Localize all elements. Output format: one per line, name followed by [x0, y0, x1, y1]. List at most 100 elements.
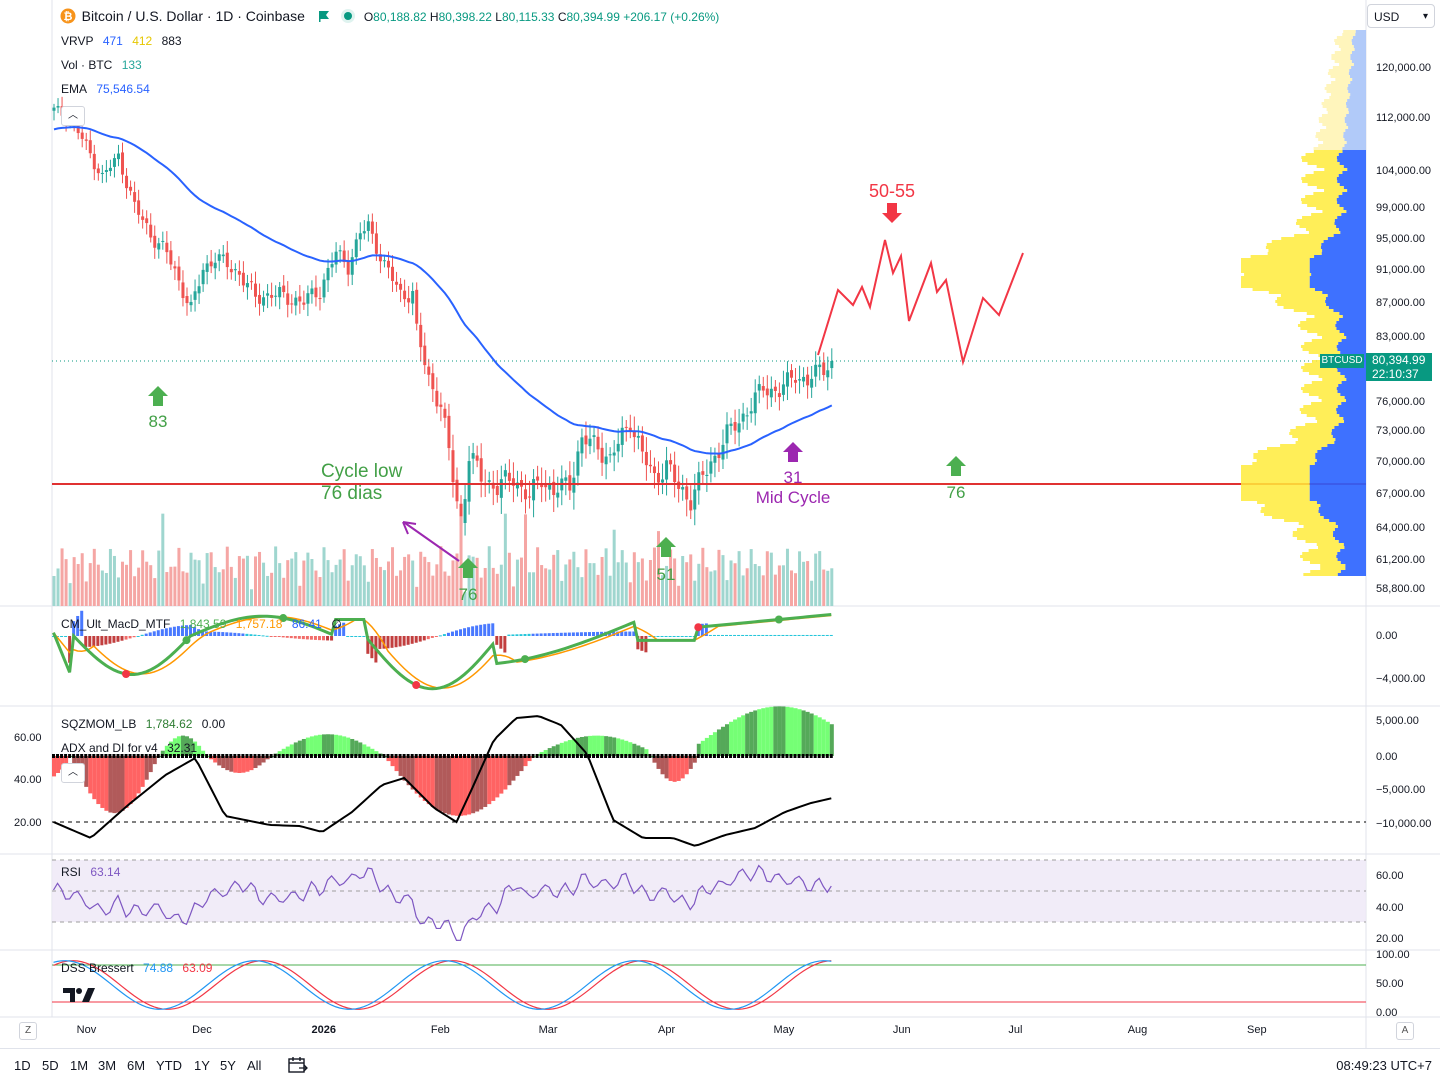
- macd-hist-bar: [322, 636, 326, 641]
- squeeze-dot: [317, 754, 321, 758]
- rsi-legend[interactable]: RSI 63.14: [61, 865, 126, 879]
- symbol-title[interactable]: Bitcoin / U.S. Dollar · 1D · Coinbase: [81, 8, 305, 24]
- symbol-header[interactable]: ₿ Bitcoin / U.S. Dollar · 1D · Coinbase …: [60, 8, 719, 27]
- candle: [431, 363, 435, 403]
- candle-body: [153, 235, 157, 248]
- range-button-1y[interactable]: 1Y: [194, 1058, 210, 1073]
- tradingview-logo[interactable]: [62, 986, 96, 1009]
- squeeze-bar: [733, 719, 738, 756]
- candle-body: [249, 281, 253, 283]
- squeeze-dot: [781, 754, 785, 758]
- squeeze-dot: [136, 754, 140, 758]
- volume-bar: [258, 551, 262, 606]
- range-button-5y[interactable]: 5Y: [220, 1058, 236, 1073]
- vrvp-bar-buy: [1309, 465, 1366, 468]
- macd-hist-bar: [338, 624, 342, 636]
- candle: [137, 189, 141, 224]
- squeeze-dot: [583, 754, 587, 758]
- squeeze-dot: [205, 754, 209, 758]
- squeeze-bar: [245, 756, 250, 772]
- macd-hist-bar: [261, 635, 265, 637]
- range-button-all[interactable]: All: [247, 1058, 262, 1073]
- flag-icon[interactable]: [317, 9, 331, 26]
- macd-hist-bar: [704, 623, 708, 636]
- squeeze-dot: [813, 754, 817, 758]
- vrvp-bar-sell: [1318, 546, 1345, 549]
- price-axis-tick: 99,000.00: [1376, 202, 1425, 214]
- candle-body: [112, 158, 116, 167]
- vrvp-bar-buy: [1351, 66, 1366, 69]
- vrvp-bar-buy: [1309, 276, 1366, 279]
- squeeze-bar: [442, 756, 447, 814]
- vrvp-bar-buy: [1323, 516, 1366, 519]
- vrvp-bar-sell: [1276, 297, 1326, 300]
- vrvp-bar-sell: [1330, 93, 1351, 96]
- collapse-sqz-legend-button[interactable]: ︿: [61, 763, 85, 783]
- macd-hist-bar: [672, 636, 676, 637]
- squeeze-bar: [144, 756, 149, 780]
- vrvp-bar-buy: [1344, 144, 1366, 147]
- squeeze-dot: [434, 754, 438, 758]
- utc-clock[interactable]: 08:49:23 UTC+7: [1336, 1058, 1432, 1073]
- candle-body: [810, 378, 814, 388]
- vrvp-bar-sell: [1338, 45, 1354, 48]
- vrvp-bar-sell: [1252, 288, 1315, 291]
- dss-legend[interactable]: DSS Bressert 74.88 63.09: [61, 961, 218, 975]
- vrvp-bar-buy: [1345, 129, 1366, 132]
- range-button-3m[interactable]: 3M: [98, 1058, 117, 1073]
- auto-scale-button[interactable]: A: [1396, 1022, 1414, 1040]
- candle: [713, 447, 717, 478]
- candle: [245, 274, 249, 300]
- squeeze-dot: [112, 754, 116, 758]
- macd-legend[interactable]: CM_Ult_MacD_MTF 1,843.59 1,757.18 86.41 …: [61, 617, 348, 631]
- calendar-icon[interactable]: [288, 1056, 308, 1079]
- vrvp-legend[interactable]: VRVP 471 412 883: [61, 34, 188, 48]
- candle-body: [92, 153, 96, 170]
- vrvp-bar-sell: [1302, 348, 1338, 351]
- candle-body: [419, 324, 423, 348]
- candle: [415, 282, 419, 331]
- squeeze-bar: [330, 734, 335, 756]
- candle-body: [657, 472, 660, 483]
- range-button-6m[interactable]: 6M: [127, 1058, 146, 1073]
- adx-legend[interactable]: ADX and DI for v4 32.31: [61, 741, 203, 755]
- volume-bar: [68, 583, 72, 606]
- candle: [568, 461, 572, 500]
- vrvp-bar-sell: [1241, 498, 1310, 501]
- candle: [399, 278, 403, 303]
- vrvp-bar-sell: [1311, 339, 1342, 342]
- zoom-z-button[interactable]: Z: [19, 1022, 37, 1040]
- candle-body: [358, 233, 362, 240]
- macd-hist-bar: [193, 626, 197, 636]
- volume-bar: [624, 562, 628, 606]
- squeeze-dot: [660, 754, 664, 758]
- squeeze-dot: [511, 754, 515, 758]
- volume-legend[interactable]: Vol · BTC 133: [61, 58, 148, 72]
- squeeze-dot: [221, 754, 225, 758]
- vrvp-bar-buy: [1333, 234, 1366, 237]
- bar-countdown: 22:10:37: [1372, 367, 1419, 381]
- currency-select[interactable]: USD ▾: [1367, 4, 1435, 28]
- annotation-76-low: 76: [459, 585, 478, 604]
- squeeze-bar: [737, 717, 742, 756]
- volume-bar: [572, 551, 576, 606]
- up-arrow-icon: [656, 537, 676, 557]
- range-button-1d[interactable]: 1D: [14, 1058, 31, 1073]
- range-button-5d[interactable]: 5D: [42, 1058, 59, 1073]
- collapse-legend-button[interactable]: ︿: [61, 106, 85, 126]
- macd-hist-bar: [120, 636, 124, 641]
- range-button-1m[interactable]: 1M: [70, 1058, 89, 1073]
- squeeze-bar: [237, 756, 242, 773]
- vrvp-bar-sell: [1307, 330, 1340, 333]
- volume-bar: [100, 570, 104, 606]
- squeeze-dot: [96, 754, 100, 758]
- volume-bar: [721, 555, 725, 606]
- vrvp-bar-sell: [1302, 552, 1338, 555]
- range-button-ytd[interactable]: YTD: [156, 1058, 182, 1073]
- squeeze-bar: [430, 756, 435, 807]
- squeeze-bar: [277, 751, 282, 756]
- sqzmom-legend[interactable]: SQZMOM_LB 1,784.62 0.00: [61, 717, 231, 731]
- ema-legend[interactable]: EMA 75,546.54: [61, 82, 156, 96]
- candle: [306, 285, 310, 317]
